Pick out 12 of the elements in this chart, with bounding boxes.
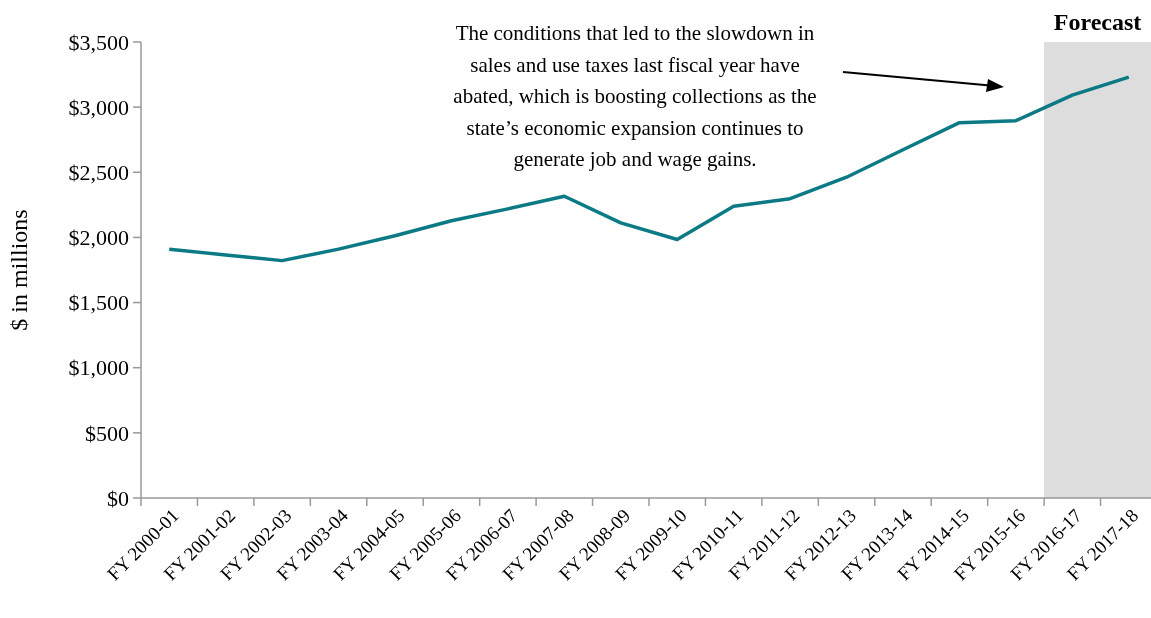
y-tick-label: $1,500: [68, 290, 129, 316]
line-series: [167, 75, 1131, 263]
y-tick-label: $2,000: [68, 225, 129, 251]
y-tick-label: $1,000: [68, 355, 129, 381]
y-tick-label: $0: [107, 485, 129, 511]
annotation: The conditions that led to the slowdown in sales and use taxes last fiscal year have abated, which is boosting collections as the state’s economic expansion continues to generate job and wage gains.: [453, 21, 817, 171]
y-tick-label: $3,500: [68, 29, 129, 55]
y-tick-label: $2,500: [68, 159, 129, 185]
y-axis-title: $ in millions: [6, 209, 32, 331]
y-tick-label: $500: [85, 420, 129, 446]
y-tick-label: $3,000: [68, 94, 129, 120]
band-label: Forecast: [1053, 9, 1142, 35]
